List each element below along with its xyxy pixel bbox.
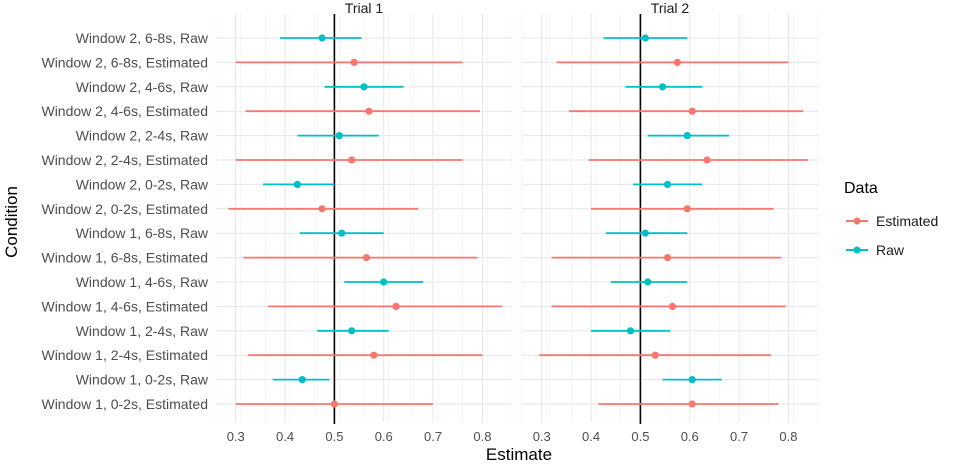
x-tick-label: 0.5 <box>631 429 649 444</box>
y-tick-label: Window 1, 6-8s, Estimated <box>41 250 208 266</box>
y-tick-label: Window 2, 4-6s, Raw <box>76 79 209 95</box>
panel-title: Trial 1 <box>345 0 384 16</box>
facet-panels: Trial 1 0.3 0.4 0.5 0.6 0.7 0.8 Trial 2 0.3 0.4 0.… <box>215 0 819 444</box>
point-window-1-2-4s-estimated <box>370 351 378 359</box>
point-window-1-4-6s-raw <box>380 278 388 286</box>
point-window-1-0-2s-raw <box>298 376 306 384</box>
point-window-1-2-4s-estimated <box>651 351 659 359</box>
legend: Data Estimated Raw <box>844 180 938 258</box>
panel-trial-1: Trial 1 0.3 0.4 0.5 0.6 0.7 0.8 <box>215 0 513 444</box>
y-tick-label: Window 2, 6-8s, Raw <box>76 30 209 46</box>
x-tick-label: 0.6 <box>375 429 393 444</box>
legend-label-raw: Raw <box>876 242 905 258</box>
point-window-1-6-8s-raw <box>641 229 649 237</box>
x-tick-label: 0.4 <box>276 429 294 444</box>
y-tick-label: Window 1, 6-8s, Raw <box>76 225 209 241</box>
point-window-1-0-2s-estimated <box>330 400 338 408</box>
point-window-2-6-8s-estimated <box>350 58 358 66</box>
point-window-2-4-6s-raw <box>360 83 368 91</box>
legend-label-estimated: Estimated <box>876 213 938 229</box>
point-window-2-0-2s-raw <box>663 180 672 188</box>
point-window-1-0-2s-estimated <box>688 400 696 408</box>
y-tick-label: Window 2, 0-2s, Estimated <box>41 201 208 217</box>
x-tick-label: 0.8 <box>473 429 491 444</box>
legend-key-raw-dot <box>853 246 861 254</box>
y-tick-label: Window 2, 4-6s, Estimated <box>41 103 208 119</box>
legend-title: Data <box>844 180 878 197</box>
y-tick-label: Window 2, 2-4s, Raw <box>76 128 209 144</box>
y-tick-label: Window 1, 2-4s, Raw <box>76 323 209 339</box>
point-window-2-2-4s-raw <box>683 132 691 140</box>
point-window-2-0-2s-estimated <box>318 205 326 213</box>
point-window-2-6-8s-raw <box>318 34 326 42</box>
point-window-1-6-8s-estimated <box>362 254 371 262</box>
point-window-2-0-2s-estimated <box>683 205 691 213</box>
point-window-1-4-6s-estimated <box>668 302 677 310</box>
x-tick-label: 0.5 <box>325 429 343 444</box>
x-tick-label: 0.6 <box>681 429 699 444</box>
point-window-2-2-4s-estimated <box>348 156 356 164</box>
point-window-2-0-2s-raw <box>293 180 301 188</box>
y-tick-label: Window 1, 2-4s, Estimated <box>41 347 208 363</box>
point-window-1-6-8s-raw <box>338 229 346 237</box>
x-tick-label: 0.3 <box>227 429 245 444</box>
y-tick-label: Window 2, 6-8s, Estimated <box>41 54 208 70</box>
x-tick-label: 0.7 <box>730 429 748 444</box>
y-tick-label: Window 1, 0-2s, Estimated <box>41 396 208 412</box>
point-window-2-6-8s-estimated <box>673 58 682 66</box>
x-tick-label: 0.7 <box>424 429 442 444</box>
y-axis: Window 2, 6-8s, Raw Window 2, 6-8s, Estim… <box>41 30 208 412</box>
point-window-1-0-2s-raw <box>688 376 696 384</box>
point-window-1-4-6s-estimated <box>392 302 400 310</box>
point-window-2-4-6s-estimated <box>365 107 373 115</box>
point-window-1-2-4s-raw <box>348 327 356 335</box>
x-tick-label: 0.8 <box>779 429 797 444</box>
legend-key-estimated-dot <box>853 217 861 225</box>
y-tick-label: Window 1, 0-2s, Raw <box>76 372 209 388</box>
y-axis-title: Condition <box>2 186 21 258</box>
point-window-2-4-6s-raw <box>659 83 667 91</box>
y-tick-label: Window 2, 2-4s, Estimated <box>41 152 208 168</box>
point-window-1-6-8s-estimated <box>663 254 672 262</box>
x-axis-title: Estimate <box>486 445 552 464</box>
x-tick-label: 0.3 <box>533 429 551 444</box>
panel-trial-2: Trial 2 0.3 0.4 0.5 0.6 0.7 0.8 <box>521 0 819 444</box>
y-tick-label: Window 2, 0-2s, Raw <box>76 176 209 192</box>
point-window-1-2-4s-raw <box>626 327 635 335</box>
panel-title: Trial 2 <box>651 0 690 16</box>
point-window-2-4-6s-estimated <box>688 107 696 115</box>
point-window-2-2-4s-estimated <box>703 156 711 164</box>
point-window-2-6-8s-raw <box>641 34 649 42</box>
point-window-1-4-6s-raw <box>644 278 652 286</box>
point-window-2-2-4s-raw <box>335 132 343 140</box>
x-tick-label: 0.4 <box>582 429 600 444</box>
y-tick-label: Window 1, 4-6s, Estimated <box>41 298 208 314</box>
y-tick-label: Window 1, 4-6s, Raw <box>76 274 209 290</box>
